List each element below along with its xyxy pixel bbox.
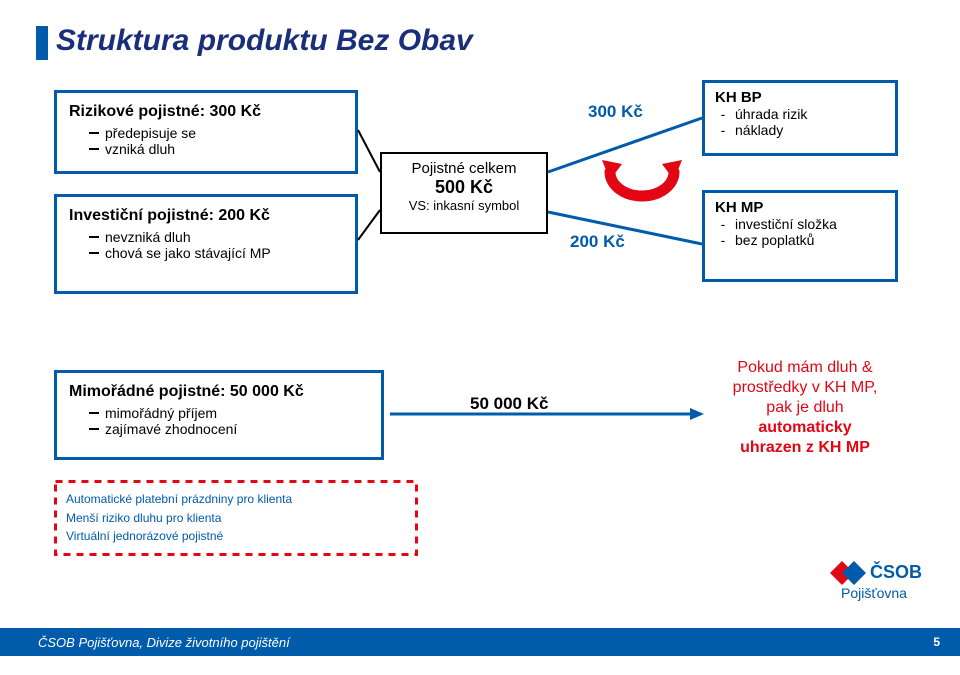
slide: Struktura produktu Bez Obav Rizikové poj… <box>0 0 960 675</box>
title-accent-bar <box>36 26 48 60</box>
callout-line: pak je dluh <box>680 398 930 418</box>
flow-label-300: 300 Kč <box>588 102 643 122</box>
mid-arrow-label: 50 000 Kč <box>470 394 548 414</box>
premium-total-line3: VS: inkasní symbol <box>390 198 538 213</box>
kh-bp-bullet: -úhrada rizik <box>719 106 885 122</box>
extra-premium-bullet: zajímavé zhodnocení <box>89 421 369 437</box>
callout-line: uhrazen z KH MP <box>680 438 930 458</box>
box-invest-bullet: nevzniká dluh <box>89 229 343 245</box>
callout-line: automaticky <box>680 418 930 438</box>
box-kh-bp: KH BP -úhrada rizik -náklady <box>702 80 898 156</box>
box-risk-premium: Rizikové pojistné: 300 Kč předepisuje se… <box>54 90 358 174</box>
box-invest-bullet: chová se jako stávající MP <box>89 245 343 261</box>
dashed-box-line: Menší riziko dluhu pro klienta <box>66 509 406 528</box>
box-invest-heading: Investiční pojistné: 200 Kč <box>69 207 343 225</box>
svg-text:ČSOB: ČSOB <box>870 561 922 582</box>
slide-title: Struktura produktu Bez Obav <box>56 24 473 58</box>
box-risk-heading: Rizikové pojistné: 300 Kč <box>69 103 343 121</box>
box-invest-premium: Investiční pojistné: 200 Kč nevzniká dlu… <box>54 194 358 294</box>
kh-mp-bullet: -bez poplatků <box>719 232 885 248</box>
flow-label-200: 200 Kč <box>570 232 625 252</box>
kh-bp-heading: KH BP <box>715 89 885 106</box>
dashed-box-line: Virtuální jednorázové pojistné <box>66 527 406 546</box>
extra-premium-bullet: mimořádný příjem <box>89 405 369 421</box>
csob-logo: ČSOB Pojišťovna <box>818 558 928 608</box>
callout-auto-repay: Pokud mám dluh & prostředky v KH MP, pak… <box>680 358 930 458</box>
footer-bar: ČSOB Pojišťovna, Divize životního pojišt… <box>0 628 960 656</box>
callout-line: Pokud mám dluh & <box>680 358 930 378</box>
box-kh-mp: KH MP -investiční složka -bez poplatků <box>702 190 898 282</box>
dashed-box-content: Automatické platební prázdniny pro klien… <box>66 490 406 546</box>
recycle-arrow-icon <box>596 150 688 222</box>
extra-premium-heading: Mimořádné pojistné: 50 000 Kč <box>69 383 369 401</box>
dashed-box-line: Automatické platební prázdniny pro klien… <box>66 490 406 509</box>
box-extra-premium: Mimořádné pojistné: 50 000 Kč mimořádný … <box>54 370 384 460</box>
callout-line: prostředky v KH MP, <box>680 378 930 398</box>
page-number: 5 <box>933 635 940 649</box>
box-risk-bullet: vzniká dluh <box>89 141 343 157</box>
svg-text:Pojišťovna: Pojišťovna <box>841 585 907 601</box>
kh-bp-bullet: -náklady <box>719 122 885 138</box>
kh-mp-bullet: -investiční složka <box>719 216 885 232</box>
footer-text: ČSOB Pojišťovna, Divize životního pojišt… <box>38 635 290 650</box>
premium-total-value: 500 Kč <box>390 177 538 198</box>
box-premium-total: Pojistné celkem 500 Kč VS: inkasní symbo… <box>380 152 548 234</box>
kh-mp-heading: KH MP <box>715 199 885 216</box>
premium-total-line1: Pojistné celkem <box>390 160 538 177</box>
box-risk-bullet: předepisuje se <box>89 125 343 141</box>
